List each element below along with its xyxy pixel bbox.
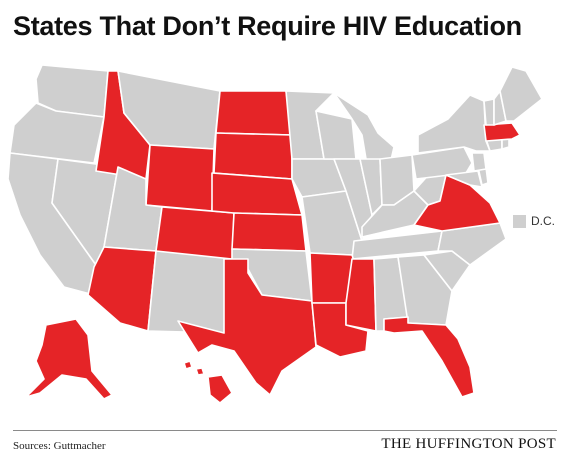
state-arizona — [87, 246, 157, 332]
state-virginia — [413, 174, 501, 232]
legend-label-dc: D.C. — [531, 214, 555, 228]
page-title: States That Don’t Require HIV Education — [13, 11, 522, 41]
brand-logo: THE HUFFINGTON POST — [381, 436, 556, 452]
state-hawaii-2 — [195, 367, 205, 376]
state-north-dakota — [215, 90, 293, 136]
state-maine — [499, 66, 543, 122]
state-nebraska — [211, 172, 303, 216]
sources-text: Sources: Guttmacher — [13, 440, 106, 452]
state-vermont — [483, 98, 495, 126]
state-maryland — [445, 170, 483, 188]
state-wyoming — [145, 144, 215, 212]
footer-divider — [13, 430, 557, 431]
legend: D.C. — [513, 214, 555, 228]
state-georgia — [397, 254, 453, 326]
state-wisconsin — [315, 110, 357, 160]
state-hawaii-1 — [183, 360, 193, 370]
us-map — [0, 55, 570, 415]
state-massachusetts — [483, 122, 521, 142]
state-hawaii-3 — [207, 374, 233, 404]
legend-swatch-dc — [513, 214, 526, 228]
state-kansas — [231, 212, 307, 252]
state-new-york — [417, 94, 491, 154]
state-florida — [383, 316, 475, 398]
state-new-mexico — [147, 250, 233, 334]
state-new-jersey — [471, 152, 487, 172]
state-south-dakota — [213, 132, 293, 180]
us-map-svg — [7, 64, 543, 404]
state-alaska — [25, 318, 113, 400]
state-mississippi — [345, 258, 377, 332]
state-texas — [177, 258, 317, 396]
